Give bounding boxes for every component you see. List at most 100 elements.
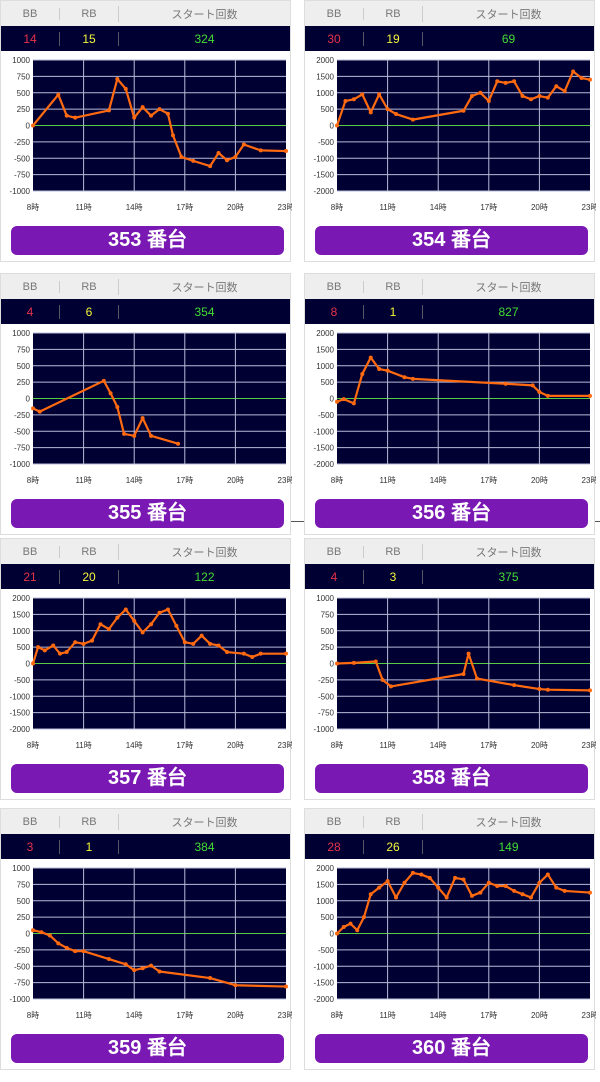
data-point bbox=[241, 142, 246, 147]
stats-header: BB RB スタート回数 bbox=[305, 274, 594, 299]
data-point bbox=[179, 154, 184, 159]
bb-count: 21 bbox=[23, 569, 37, 584]
x-tick-label: 8時 bbox=[27, 203, 39, 212]
data-point bbox=[149, 433, 154, 438]
data-point bbox=[241, 651, 246, 656]
data-point bbox=[351, 660, 356, 665]
y-tick-label: 1500 bbox=[316, 880, 334, 889]
data-point bbox=[208, 976, 213, 981]
data-point bbox=[42, 648, 47, 653]
y-tick-label: 0 bbox=[26, 930, 31, 939]
data-point bbox=[101, 378, 106, 383]
y-tick-label: 250 bbox=[17, 378, 31, 387]
machine-number-button[interactable]: 355 番台 bbox=[11, 499, 284, 528]
slump-chart: 1000 750 500 250 0 -250 -500 -750 -1000 8時 11時 14時 1… bbox=[10, 864, 292, 1020]
machine-number-button[interactable]: 354 番台 bbox=[315, 226, 588, 255]
y-tick-label: 1000 bbox=[316, 897, 334, 906]
y-tick-label: -500 bbox=[318, 138, 335, 147]
x-tick-label: 23時 bbox=[278, 741, 292, 750]
data-point bbox=[73, 640, 78, 645]
stats-header: BB RB スタート回数 bbox=[1, 539, 290, 564]
x-tick-label: 20時 bbox=[531, 476, 548, 485]
bb-header: BB bbox=[22, 7, 38, 20]
data-point bbox=[512, 79, 517, 84]
machine-number-button[interactable]: 353 番台 bbox=[11, 226, 284, 255]
y-tick-label: -250 bbox=[318, 676, 335, 685]
x-tick-label: 8時 bbox=[331, 1011, 343, 1020]
bb-header: BB bbox=[326, 7, 342, 20]
rb-header: RB bbox=[363, 815, 422, 828]
y-tick-label: -2000 bbox=[314, 187, 335, 196]
x-tick-label: 23時 bbox=[278, 1011, 292, 1020]
data-point bbox=[31, 406, 35, 411]
bb-count: 30 bbox=[327, 31, 341, 46]
y-tick-label: 0 bbox=[330, 395, 335, 404]
data-point bbox=[588, 77, 592, 82]
data-point bbox=[191, 641, 196, 646]
y-tick-label: 250 bbox=[17, 105, 31, 114]
start-header: スタート回数 bbox=[118, 5, 290, 22]
data-point bbox=[47, 933, 52, 938]
data-point bbox=[174, 623, 179, 628]
y-tick-label: 250 bbox=[321, 643, 335, 652]
data-point bbox=[149, 963, 154, 968]
x-tick-label: 14時 bbox=[430, 476, 447, 485]
data-point bbox=[495, 884, 500, 889]
data-point bbox=[108, 391, 113, 396]
x-tick-label: 23時 bbox=[582, 476, 596, 485]
data-point bbox=[31, 661, 35, 666]
machine-number-button[interactable]: 358 番台 bbox=[315, 764, 588, 793]
series-line bbox=[32, 379, 179, 445]
rb-header: RB bbox=[59, 280, 118, 293]
y-tick-label: 1500 bbox=[12, 610, 30, 619]
data-point bbox=[545, 393, 550, 398]
y-tick-label: -2000 bbox=[314, 995, 335, 1004]
data-point bbox=[106, 108, 111, 113]
data-point bbox=[537, 687, 542, 692]
machine-panel: BB RB スタート回数 4 6 354 1000 750 500 250 0 -250 -500 -75… bbox=[0, 273, 292, 535]
data-point bbox=[216, 643, 221, 648]
x-tick-label: 20時 bbox=[531, 741, 548, 750]
data-point bbox=[106, 957, 111, 962]
data-point bbox=[132, 433, 137, 438]
data-point bbox=[31, 928, 35, 933]
stats-header: BB RB スタート回数 bbox=[1, 274, 290, 299]
slump-chart: 2000 1500 1000 500 0 -500 -1000 -1500 -2000 8時 11時… bbox=[10, 594, 292, 750]
bb-count: 8 bbox=[330, 304, 338, 319]
stats-header: BB RB スタート回数 bbox=[1, 809, 290, 834]
data-point bbox=[385, 879, 390, 884]
y-tick-label: 1500 bbox=[316, 345, 334, 354]
x-tick-label: 11時 bbox=[75, 476, 91, 485]
y-tick-label: -1000 bbox=[314, 962, 335, 971]
y-tick-label: -500 bbox=[318, 692, 335, 701]
x-tick-label: 14時 bbox=[430, 203, 447, 212]
data-point bbox=[520, 94, 525, 99]
data-point bbox=[512, 683, 517, 688]
data-point bbox=[284, 651, 288, 656]
machine-number-button[interactable]: 356 番台 bbox=[315, 499, 588, 528]
stats-header: BB RB スタート回数 bbox=[305, 809, 594, 834]
machine-number-button[interactable]: 357 番台 bbox=[11, 764, 284, 793]
rb-count: 20 bbox=[59, 569, 118, 584]
machine-number-button[interactable]: 360 番台 bbox=[315, 1034, 588, 1063]
x-tick-label: 23時 bbox=[582, 1011, 596, 1020]
x-tick-label: 8時 bbox=[331, 476, 343, 485]
data-point bbox=[149, 113, 154, 118]
start-count: 827 bbox=[422, 304, 594, 319]
data-point bbox=[545, 95, 550, 100]
y-tick-label: 2000 bbox=[316, 864, 334, 873]
data-point bbox=[528, 895, 533, 900]
rb-count: 1 bbox=[59, 839, 118, 854]
y-tick-label: -1000 bbox=[10, 460, 31, 469]
data-point bbox=[122, 431, 127, 436]
data-point bbox=[64, 650, 69, 655]
data-point bbox=[427, 875, 432, 880]
x-tick-label: 11時 bbox=[379, 741, 395, 750]
y-tick-label: -2000 bbox=[10, 725, 31, 734]
x-tick-label: 23時 bbox=[278, 203, 292, 212]
machine-number-button[interactable]: 359 番台 bbox=[11, 1034, 284, 1063]
bb-header: BB bbox=[22, 545, 38, 558]
data-point bbox=[503, 381, 508, 386]
data-point bbox=[140, 416, 145, 421]
y-tick-label: 1000 bbox=[12, 56, 30, 65]
